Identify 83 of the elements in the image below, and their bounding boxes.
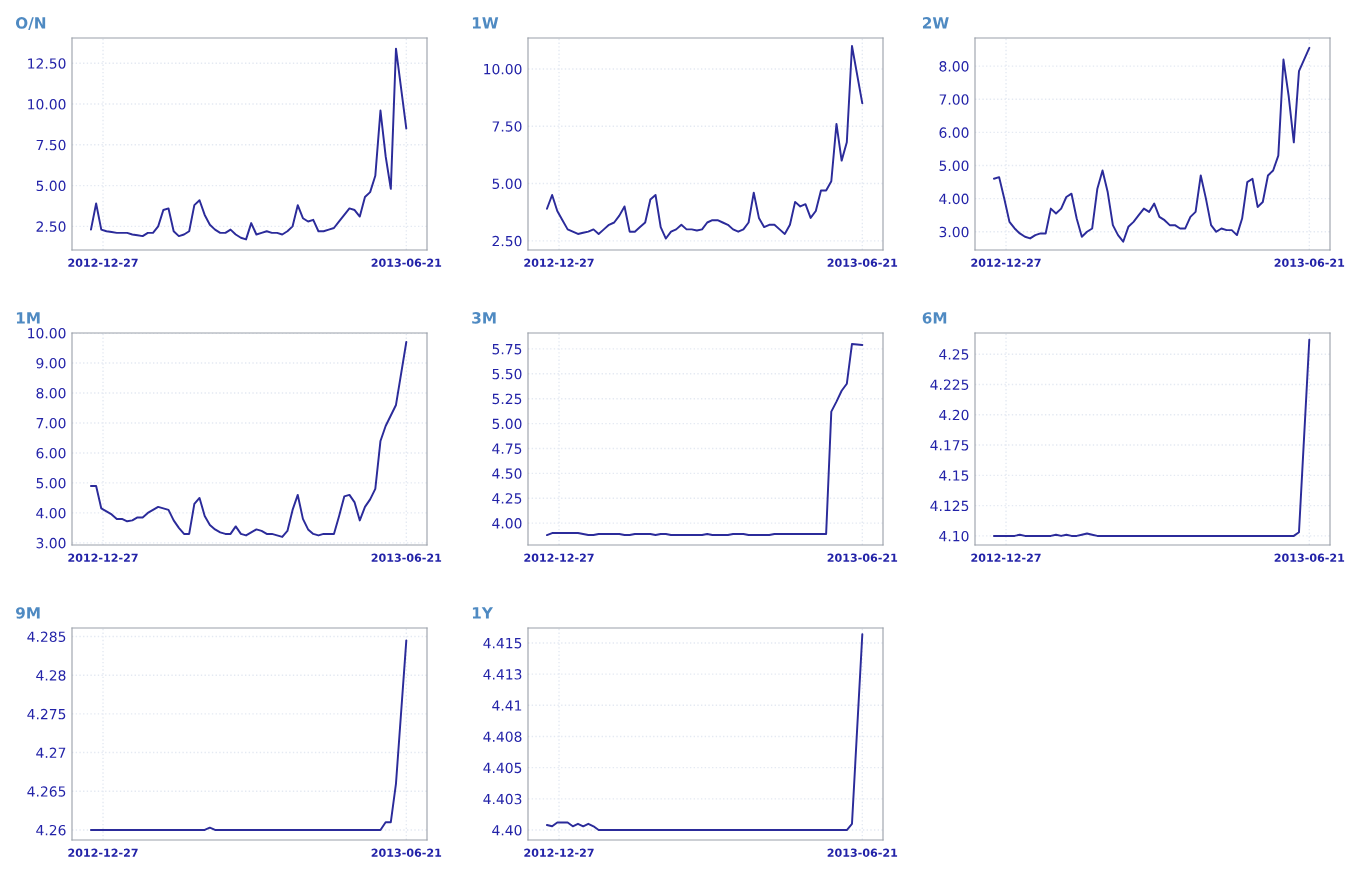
x-tick-label: 2012-12-27 [524,848,594,857]
y-tick-label: 4.10 [939,530,969,542]
x-tick-label: 2013-06-21 [827,553,898,562]
y-tick-label: 5.50 [492,368,522,380]
y-tick-label: 10.00 [28,99,66,110]
y-tick-label: 2.50 [492,235,522,247]
y-tick-label: 4.27 [36,747,66,758]
y-tick-label: 9.00 [36,357,66,369]
y-tick-label: 4.50 [492,468,522,479]
y-tick-label: 4.225 [930,379,969,390]
y-tick-label: 4.75 [492,443,522,454]
chart-title: O/N [15,17,46,30]
x-tick-label: 2013-06-21 [371,258,442,267]
x-tick-label: 2013-06-21 [827,258,898,267]
y-tick-label: 7.00 [36,417,66,429]
y-tick-label: 8.00 [36,387,66,399]
y-tick-label: 4.403 [483,793,522,805]
chart-title: 2W [922,17,949,29]
y-tick-label: 4.405 [483,762,522,774]
y-tick-label: 4.00 [36,507,66,519]
y-tick-label: 2.50 [36,221,66,232]
y-tick-label: 5.75 [492,344,522,355]
x-tick-label: 2012-12-27 [971,553,1041,562]
y-tick-label: 4.125 [930,500,969,512]
y-tick-label: 4.265 [27,786,66,797]
chart-title: 3M [472,312,496,324]
x-tick-label: 2013-06-21 [827,848,898,857]
chart-title: 9M [15,607,40,619]
y-tick-label: 4.275 [27,708,66,720]
y-tick-label: 10.00 [484,63,522,75]
chart-title: 6M [922,312,947,324]
line-series [992,338,1311,537]
y-tick-label: 12.50 [28,58,66,69]
line-series [992,46,1311,243]
y-tick-label: 7.50 [492,121,522,132]
chart-title: 1M [16,312,40,324]
line-series [89,341,408,538]
line-series [89,639,408,831]
y-tick-label: 4.00 [492,518,522,529]
y-tick-label: 5.00 [36,180,66,192]
y-tick-label: 7.00 [939,94,969,105]
y-tick-label: 4.26 [36,824,66,836]
y-tick-label: 4.285 [27,631,66,642]
y-tick-label: 4.175 [930,440,969,451]
y-tick-label: 4.415 [483,638,522,649]
y-tick-label: 7.50 [36,139,66,151]
y-tick-label: 3.00 [939,226,969,238]
y-tick-label: 5.00 [36,477,66,489]
y-tick-label: 6.00 [939,127,969,138]
y-tick-label: 4.408 [483,731,522,742]
line-series [89,47,408,241]
y-tick-label: 3.00 [36,537,66,549]
y-tick-label: 5.00 [492,178,522,190]
y-tick-label: 5.25 [492,393,522,405]
y-tick-label: 5.00 [492,418,522,430]
y-tick-label: 4.25 [492,493,522,504]
x-tick-label: 2012-12-27 [68,258,138,267]
line-series [545,633,864,831]
y-tick-label: 4.41 [492,700,522,711]
line-series [545,45,864,240]
y-tick-label: 8.00 [939,61,969,72]
y-tick-label: 4.25 [939,349,969,360]
y-tick-label: 5.00 [939,160,969,172]
y-tick-label: 4.413 [483,669,522,680]
line-series [545,342,864,537]
y-tick-label: 6.00 [36,447,66,459]
x-tick-label: 2012-12-27 [971,258,1041,267]
y-tick-label: 10.00 [28,327,66,339]
chart-title: 1Y [472,607,494,619]
y-tick-label: 4.20 [939,409,969,421]
chart-title: 1W [472,17,499,29]
x-tick-label: 2013-06-21 [371,553,442,562]
y-tick-label: 4.40 [492,824,522,836]
x-tick-label: 2012-12-27 [524,258,594,267]
x-tick-label: 2013-06-21 [1274,258,1345,267]
x-tick-label: 2012-12-27 [524,553,594,562]
x-tick-label: 2013-06-21 [1274,553,1345,562]
x-tick-label: 2012-12-27 [68,553,138,562]
x-tick-label: 2012-12-27 [68,848,138,857]
y-tick-label: 4.00 [939,193,969,205]
x-tick-label: 2013-06-21 [371,848,442,857]
y-tick-label: 4.15 [939,470,969,481]
y-tick-label: 4.28 [36,670,66,681]
